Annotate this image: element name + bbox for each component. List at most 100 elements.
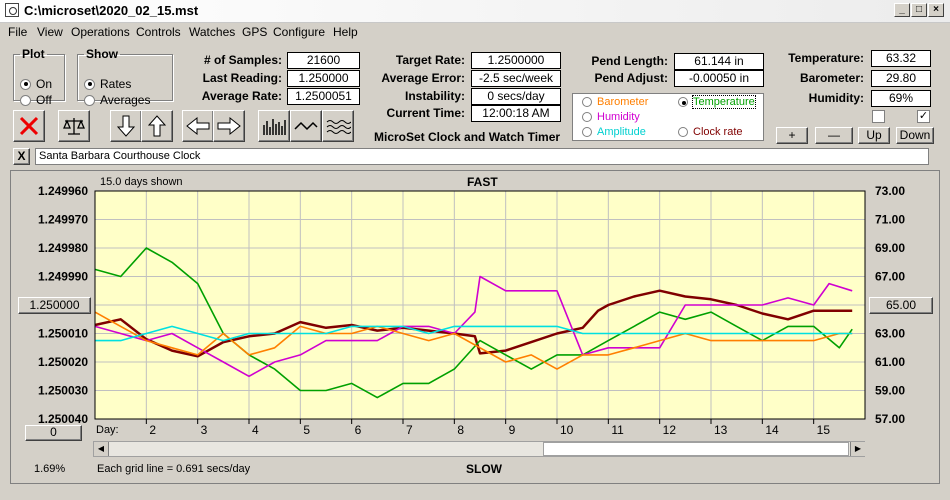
sensor-clock-rate-radio[interactable]: Clock rate xyxy=(678,126,743,138)
x-tick-label: 14 xyxy=(765,423,779,437)
menu-watches[interactable]: Watches xyxy=(189,25,236,39)
left-value-button[interactable]: 1.250000 xyxy=(18,297,91,314)
samples-label: # of Samples: xyxy=(203,53,282,67)
bar-graph-button[interactable] xyxy=(258,110,290,142)
x-tick-label: 11 xyxy=(611,423,624,437)
up-button[interactable]: Up xyxy=(858,127,890,144)
x-tick-label: 10 xyxy=(560,423,574,437)
pend-adjust-label: Pend Adjust: xyxy=(594,71,668,85)
minus-button[interactable]: — xyxy=(815,127,853,144)
option-checkbox-1[interactable] xyxy=(872,110,885,123)
plot-on-radio[interactable]: On xyxy=(20,77,52,91)
scroll-thumb[interactable] xyxy=(543,442,849,456)
ripple-button[interactable] xyxy=(322,110,354,142)
right-axis-tick-label: 73.00 xyxy=(875,184,905,198)
app-name-label: MicroSet Clock and Watch Timer xyxy=(374,130,561,144)
horizontal-scrollbar[interactable]: ◀ ▶ xyxy=(93,441,865,457)
menu-view[interactable]: View xyxy=(37,25,63,39)
plot-group: Plot On Off xyxy=(13,47,65,107)
x-tick-label: 3 xyxy=(201,423,208,437)
minimize-button[interactable]: _ xyxy=(894,3,910,17)
average-rate-value: 1.2500051 xyxy=(287,88,360,105)
balance-button[interactable] xyxy=(58,110,90,142)
temperature-value: 63.32 xyxy=(871,50,931,67)
barometer-value: 29.80 xyxy=(871,70,931,87)
humidity-value: 69% xyxy=(871,90,931,107)
temperature-label: Temperature: xyxy=(788,51,864,65)
percent-label: 1.69% xyxy=(34,463,66,475)
scroll-left-arrow-icon[interactable]: ◀ xyxy=(94,442,109,456)
right-axis-tick-label: 71.00 xyxy=(875,213,905,227)
series-line-3 xyxy=(94,311,853,370)
stop-button[interactable] xyxy=(13,110,45,142)
clear-clock-button[interactable]: X xyxy=(13,148,30,165)
show-rates-radio[interactable]: Rates xyxy=(84,77,131,91)
zero-button[interactable]: 0 xyxy=(25,425,82,441)
radio-icon xyxy=(582,127,592,137)
scroll-right-arrow-icon[interactable]: ▶ xyxy=(850,442,865,456)
menu-help[interactable]: Help xyxy=(333,25,358,39)
wave-icon xyxy=(294,121,318,131)
radio-icon xyxy=(84,94,95,106)
menu-file[interactable]: File xyxy=(8,25,28,39)
plot-off-label: Off xyxy=(36,93,52,107)
option-checkbox-2[interactable]: ✓ xyxy=(917,110,930,123)
x-tick-label: 9 xyxy=(509,423,516,437)
x-tick-label: 13 xyxy=(714,423,728,437)
plus-button[interactable]: + xyxy=(776,127,808,144)
average-rate-label: Average Rate: xyxy=(201,89,282,103)
right-axis-tick-label: 63.00 xyxy=(875,327,905,341)
sensor-selector: Barometer Temperature Humidity Amplitude… xyxy=(572,93,764,141)
close-window-button[interactable]: × xyxy=(928,3,944,17)
show-group: Show Rates Averages xyxy=(77,47,173,107)
move-right-button[interactable] xyxy=(213,110,245,142)
app-icon xyxy=(5,3,19,17)
right-axis-tick-label: 61.00 xyxy=(875,355,905,369)
move-up-button[interactable] xyxy=(141,110,173,142)
plot-off-radio[interactable]: Off xyxy=(20,93,52,107)
radio-selected-icon xyxy=(678,97,688,107)
current-time-value: 12:00:18 AM xyxy=(471,105,561,122)
right-axis-tick-label: 57.00 xyxy=(875,412,905,426)
current-time-label: Current Time: xyxy=(386,106,465,120)
sensor-temperature-radio[interactable]: Temperature xyxy=(678,95,756,109)
chart-frame xyxy=(10,170,940,484)
x-axis-label: Day: xyxy=(96,424,119,436)
show-legend: Show xyxy=(86,47,118,61)
menu-configure[interactable]: Configure xyxy=(273,25,326,39)
chart-title-slow: SLOW xyxy=(466,462,502,476)
x-tick-label: 12 xyxy=(663,423,677,437)
sensor-amplitude-radio[interactable]: Amplitude xyxy=(582,126,646,138)
sensor-barometer-radio[interactable]: Barometer xyxy=(582,96,648,108)
barometer-label: Barometer: xyxy=(799,71,864,85)
balance-scale-icon xyxy=(63,118,85,135)
plot-border xyxy=(94,190,866,420)
plot-legend: Plot xyxy=(22,47,45,61)
window-title: C:\microset\2020_02_15.mst xyxy=(24,3,199,18)
sensor-humidity-radio[interactable]: Humidity xyxy=(582,111,640,123)
grid-note: Each grid line = 0.691 secs/day xyxy=(97,463,251,475)
arrow-left-icon xyxy=(186,116,210,136)
left-axis-tick-label: 1.250010 xyxy=(38,327,88,341)
sensor-temperature-label: Temperature xyxy=(692,95,756,109)
clock-name-field[interactable]: Santa Barbara Courthouse Clock xyxy=(35,148,929,165)
menu-gps[interactable]: GPS xyxy=(242,25,268,39)
down-button[interactable]: Down xyxy=(896,127,934,144)
instability-label: Instability: xyxy=(404,89,465,103)
x-tick-label: 4 xyxy=(252,423,259,437)
wave-button[interactable] xyxy=(290,110,322,142)
stop-x-icon xyxy=(19,116,39,136)
menu-controls[interactable]: Controls xyxy=(136,25,181,39)
last-reading-value: 1.250000 xyxy=(287,70,360,87)
left-axis-tick-label: 1.249990 xyxy=(38,270,88,284)
move-left-button[interactable] xyxy=(182,110,214,142)
sensor-clock-rate-label: Clock rate xyxy=(693,126,743,138)
right-value-button[interactable]: 65.00 xyxy=(869,297,933,314)
maximize-button[interactable]: □ xyxy=(911,3,927,17)
menu-operations[interactable]: Operations xyxy=(71,25,130,39)
show-averages-radio[interactable]: Averages xyxy=(84,93,150,107)
left-axis-tick-label: 1.249960 xyxy=(38,184,88,198)
pend-adjust-value: -0.00050 in xyxy=(674,70,764,87)
left-axis-tick-label: 1.249980 xyxy=(38,241,88,255)
